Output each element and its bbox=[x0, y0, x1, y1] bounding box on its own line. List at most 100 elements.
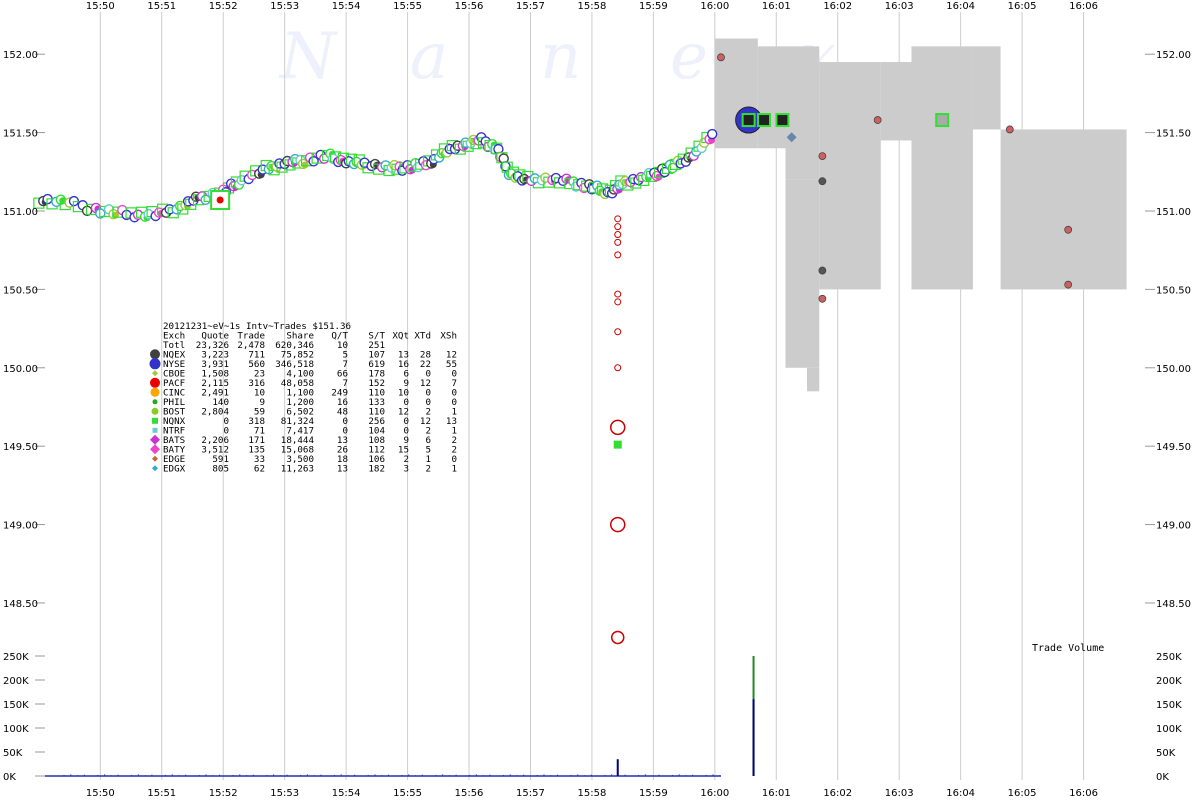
nbbo-band-segment bbox=[972, 46, 1001, 130]
stats-cell: 55 bbox=[446, 359, 457, 370]
stats-cell: 0 bbox=[425, 369, 431, 380]
stats-cell: 1,200 bbox=[286, 397, 314, 408]
stats-cell: 316 bbox=[248, 378, 265, 389]
stats-cell: 16 bbox=[398, 359, 409, 370]
stats-legend-square bbox=[152, 427, 158, 433]
stats-cell: 12 bbox=[420, 416, 431, 427]
x-tick-label-bottom: 15:55 bbox=[393, 788, 422, 799]
late-trade-circle bbox=[1064, 225, 1073, 234]
x-tick-label-bottom: 15:53 bbox=[270, 788, 299, 799]
stats-cell: 106 bbox=[368, 454, 385, 465]
stats-cell: PACF bbox=[163, 378, 185, 389]
stats-cell: 5 bbox=[425, 445, 431, 456]
x-tick-label-top: 16:01 bbox=[762, 1, 791, 12]
stats-cell: 13 bbox=[337, 464, 348, 475]
y-tick-label-right: 152.00 bbox=[1156, 50, 1191, 61]
stats-cell: 7,417 bbox=[286, 426, 314, 437]
volume-tick-label-left: 100K bbox=[3, 724, 29, 735]
stats-cell: 135 bbox=[248, 445, 265, 456]
stats-cell: 3,931 bbox=[201, 359, 229, 370]
y-tick-label-left: 148.50 bbox=[3, 599, 38, 610]
late-trade-square bbox=[741, 113, 756, 128]
stats-cell: 2,115 bbox=[201, 378, 229, 389]
x-tick-label-top: 16:04 bbox=[946, 1, 975, 12]
stats-cell: 256 bbox=[368, 416, 385, 427]
late-trade-circle bbox=[818, 294, 827, 303]
flash-trade-circle bbox=[614, 231, 622, 239]
y-tick-label-left: 149.50 bbox=[3, 442, 38, 453]
late-trade-square bbox=[756, 113, 771, 128]
stats-cell: 318 bbox=[248, 416, 265, 427]
nbbo-band-segment bbox=[911, 46, 973, 290]
stats-cell: 0 bbox=[403, 397, 409, 408]
y-tick-label-right: 151.00 bbox=[1156, 207, 1191, 218]
stats-cell: 346,518 bbox=[275, 359, 314, 370]
nbbo-band-segment bbox=[1000, 129, 1127, 290]
volume-tick-label-right: 100K bbox=[1156, 724, 1182, 735]
stats-cell: 26 bbox=[337, 445, 348, 456]
x-tick-label-top: 16:00 bbox=[700, 1, 729, 12]
stats-cell: 104 bbox=[368, 426, 385, 437]
stats-cell: CBOE bbox=[163, 369, 185, 380]
stats-cell: 12 bbox=[420, 378, 431, 389]
stats-cell: 3,512 bbox=[201, 445, 229, 456]
x-tick-label-top: 15:51 bbox=[147, 1, 176, 12]
stats-cell: 152 bbox=[368, 378, 385, 389]
stats-cell: 71 bbox=[254, 426, 265, 437]
stats-cell: 182 bbox=[368, 464, 385, 475]
x-tick-label-bottom: 15:51 bbox=[147, 788, 176, 799]
volume-panel: Trade Volume bbox=[35, 643, 1104, 777]
stats-cell: 4,100 bbox=[286, 369, 314, 380]
flash-trade-circle bbox=[614, 328, 622, 336]
stats-header-cell: S/T bbox=[368, 331, 385, 342]
stats-cell: 48,058 bbox=[281, 378, 314, 389]
stats-cell: 18 bbox=[337, 454, 348, 465]
flash-trade-circle bbox=[614, 223, 622, 231]
stats-cell: 15,068 bbox=[281, 445, 314, 456]
x-tick-label-bottom: 15:57 bbox=[516, 788, 545, 799]
stats-cell: 7 bbox=[342, 359, 348, 370]
stats-cell: 2 bbox=[451, 435, 457, 446]
stats-cell: 62 bbox=[254, 464, 265, 475]
stats-cell: 2,206 bbox=[201, 435, 229, 446]
stats-header-cell: Share bbox=[286, 331, 314, 342]
volume-tick-label-right: 150K bbox=[1156, 700, 1182, 711]
watermark-letter: a bbox=[410, 20, 448, 94]
stats-total-cell: 251 bbox=[368, 340, 385, 351]
stats-cell: 33 bbox=[254, 454, 265, 465]
stats-cell: 805 bbox=[212, 464, 229, 475]
stats-cell: NQNX bbox=[163, 416, 186, 427]
x-tick-label-bottom: 15:59 bbox=[639, 788, 668, 799]
x-tick-label-bottom: 16:03 bbox=[885, 788, 914, 799]
stats-cell: EDGE bbox=[163, 454, 185, 465]
x-tick-label-bottom: 15:54 bbox=[332, 788, 361, 799]
volume-tick-label-left: 250K bbox=[3, 652, 29, 663]
stats-cell: 591 bbox=[212, 454, 229, 465]
y-tick-label-right: 150.50 bbox=[1156, 285, 1191, 296]
stats-cell: 6,502 bbox=[286, 407, 314, 418]
stats-cell: 110 bbox=[368, 407, 385, 418]
stats-cell: 2,804 bbox=[201, 407, 229, 418]
stats-cell: 2,491 bbox=[201, 388, 229, 399]
stats-cell: 11,263 bbox=[281, 464, 314, 475]
stats-legend-circle bbox=[152, 399, 158, 405]
stats-legend-diamond bbox=[150, 444, 160, 455]
flash-trade-circle-large bbox=[609, 419, 626, 436]
stats-cell: 0 bbox=[342, 416, 348, 427]
stats-cell: 2 bbox=[451, 445, 457, 456]
x-tick-label-top: 16:05 bbox=[1008, 1, 1037, 12]
stats-legend-diamond bbox=[152, 465, 158, 472]
y-tick-label-left: 152.00 bbox=[3, 50, 38, 61]
late-trade-square bbox=[775, 113, 790, 128]
x-tick-label-top: 16:02 bbox=[823, 1, 852, 12]
stats-total-cell: 23,326 bbox=[196, 340, 229, 351]
stats-cell: 18,444 bbox=[281, 435, 315, 446]
stats-cell: 2 bbox=[425, 407, 431, 418]
stats-cell: 133 bbox=[368, 397, 385, 408]
stats-cell: 10 bbox=[254, 388, 265, 399]
stats-cell: 1 bbox=[451, 426, 457, 437]
watermark-letter: N bbox=[278, 20, 338, 94]
volume-tick-label-left: 0K bbox=[3, 772, 16, 783]
x-tick-label-top: 15:59 bbox=[639, 1, 668, 12]
